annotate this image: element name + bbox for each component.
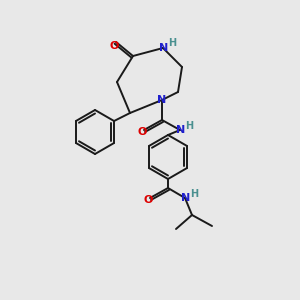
- Text: O: O: [137, 127, 147, 137]
- Text: N: N: [182, 193, 190, 203]
- Text: N: N: [158, 95, 166, 105]
- Text: O: O: [109, 41, 119, 51]
- Text: H: H: [190, 189, 198, 199]
- Text: H: H: [168, 38, 176, 48]
- Text: H: H: [185, 121, 193, 131]
- Text: O: O: [143, 195, 153, 205]
- Text: N: N: [159, 43, 169, 53]
- Text: N: N: [176, 125, 186, 135]
